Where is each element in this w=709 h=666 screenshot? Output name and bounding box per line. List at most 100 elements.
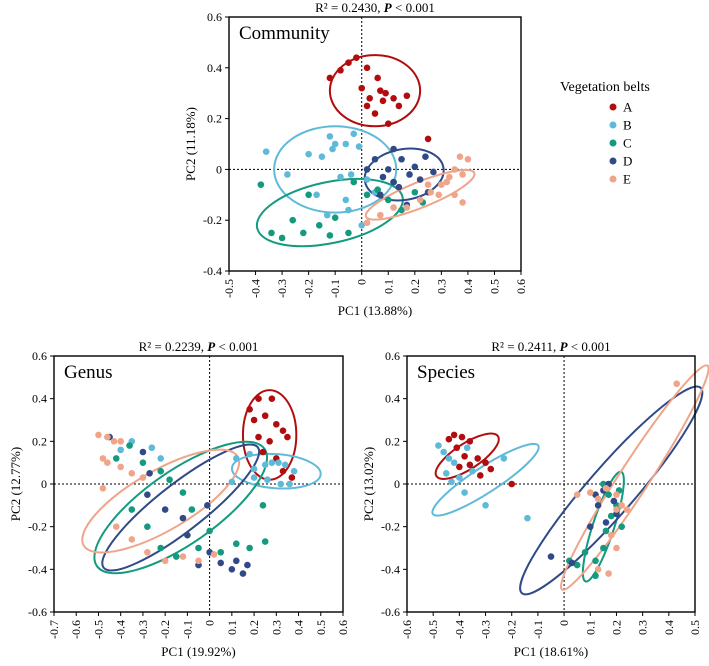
y-tick-label: -0.4: [28, 562, 47, 576]
data-point-b: [228, 478, 236, 486]
data-point-a: [487, 465, 495, 473]
x-tick-label: 0: [203, 620, 217, 626]
data-point-a: [259, 448, 267, 456]
data-point-b: [148, 444, 156, 452]
data-point-a: [450, 431, 458, 439]
x-tick-label: -0.7: [47, 620, 61, 639]
data-point-a: [279, 427, 287, 434]
data-point-d: [547, 553, 555, 560]
x-tick-label: -0.4: [249, 279, 263, 298]
data-point-b: [524, 514, 531, 522]
y-tick-label: -0.6: [381, 605, 400, 619]
data-point-e: [438, 181, 445, 188]
y-tick-label: -0.2: [203, 213, 222, 227]
confidence-ellipse-e: [364, 168, 476, 221]
data-point-a: [482, 459, 489, 466]
data-point-b: [117, 446, 124, 454]
data-point-c: [326, 232, 334, 239]
data-point-b: [456, 474, 463, 481]
data-point-c: [350, 178, 358, 186]
data-point-a: [508, 480, 516, 488]
data-point-d: [602, 519, 610, 526]
x-axis-label: PC1 (13.88%): [338, 303, 412, 318]
data-point-b: [342, 140, 350, 148]
data-point-b: [445, 455, 453, 462]
data-point-d: [184, 531, 191, 539]
data-point-e: [424, 181, 432, 188]
data-point-b: [337, 173, 344, 181]
data-point-b: [157, 455, 165, 462]
x-tick-label: 0: [557, 620, 571, 626]
data-point-a: [326, 74, 334, 82]
data-point-a: [353, 54, 360, 61]
y-axis-label: PC2 (11.18%): [183, 107, 198, 181]
plot-frame: [53, 355, 344, 613]
data-point-a: [466, 438, 474, 445]
data-point-c: [289, 216, 297, 224]
data-point-c: [581, 548, 589, 556]
data-point-e: [416, 196, 424, 204]
data-point-d: [146, 470, 153, 477]
data-point-b: [331, 140, 339, 148]
data-point-c: [261, 538, 269, 545]
data-point-e: [195, 557, 202, 565]
confidence-ellipse-b: [273, 125, 398, 214]
y-tick-label: 0.2: [32, 434, 47, 448]
data-point-b: [326, 133, 334, 140]
data-point-e: [456, 153, 464, 160]
data-point-b: [450, 459, 458, 466]
data-point-e: [605, 570, 612, 577]
x-tick-label: 0.5: [314, 620, 328, 635]
data-point-c: [232, 540, 240, 548]
data-point-e: [179, 553, 187, 560]
y-tick-label: -0.6: [28, 605, 47, 619]
data-point-e: [673, 380, 680, 388]
data-point-e: [128, 470, 136, 477]
data-point-b: [329, 145, 336, 153]
confidence-ellipse-e: [559, 364, 709, 591]
data-point-a: [371, 110, 379, 117]
x-tick-label: 0.1: [381, 279, 395, 294]
data-point-e: [161, 557, 169, 565]
data-point-b: [363, 176, 371, 183]
data-point-c: [257, 181, 265, 188]
data-point-e: [613, 506, 620, 513]
data-point-a: [424, 135, 432, 143]
data-point-e: [128, 536, 136, 543]
x-tick-label: 0.2: [609, 620, 623, 635]
y-tick-label: 0.6: [385, 349, 400, 363]
data-point-c: [605, 491, 612, 498]
data-point-d: [406, 171, 413, 178]
data-point-a: [250, 416, 258, 424]
data-point-c: [157, 544, 165, 552]
x-tick-label: -0.2: [302, 279, 316, 298]
data-point-b: [435, 442, 442, 449]
data-point-e: [446, 173, 453, 181]
data-point-b: [277, 480, 285, 488]
x-tick-label: 0.1: [225, 620, 239, 635]
y-tick-label: 0: [41, 477, 47, 491]
data-point-b: [313, 191, 320, 199]
data-point-e: [613, 544, 620, 552]
data-point-d: [139, 448, 147, 456]
data-point-e: [104, 459, 111, 466]
confidence-ellipse-c: [93, 440, 269, 575]
x-tick-label: 0.4: [292, 620, 306, 635]
x-tick-label: -0.5: [91, 620, 105, 639]
legend-label-e: E: [623, 172, 631, 187]
confidence-ellipse-b: [431, 442, 540, 517]
x-tick-label: 0: [355, 279, 369, 285]
data-point-b: [232, 455, 240, 462]
genus-pca-panel: -0.7 -0.6 -0.5 -0.4 -0.3 -0.2 -0.1 0 0.1 0.2 0.3 0.…: [8, 339, 350, 659]
panel-title: Species: [417, 362, 475, 383]
x-tick-label: -0.5: [222, 279, 236, 298]
data-point-b: [286, 480, 293, 488]
y-tick-label: 0.4: [32, 392, 47, 406]
data-point-a: [390, 94, 397, 102]
data-point-a: [466, 461, 474, 469]
data-point-d: [204, 502, 211, 509]
data-point-d: [228, 566, 236, 573]
data-point-a: [477, 472, 484, 479]
x-tick-label: -0.4: [114, 620, 128, 639]
